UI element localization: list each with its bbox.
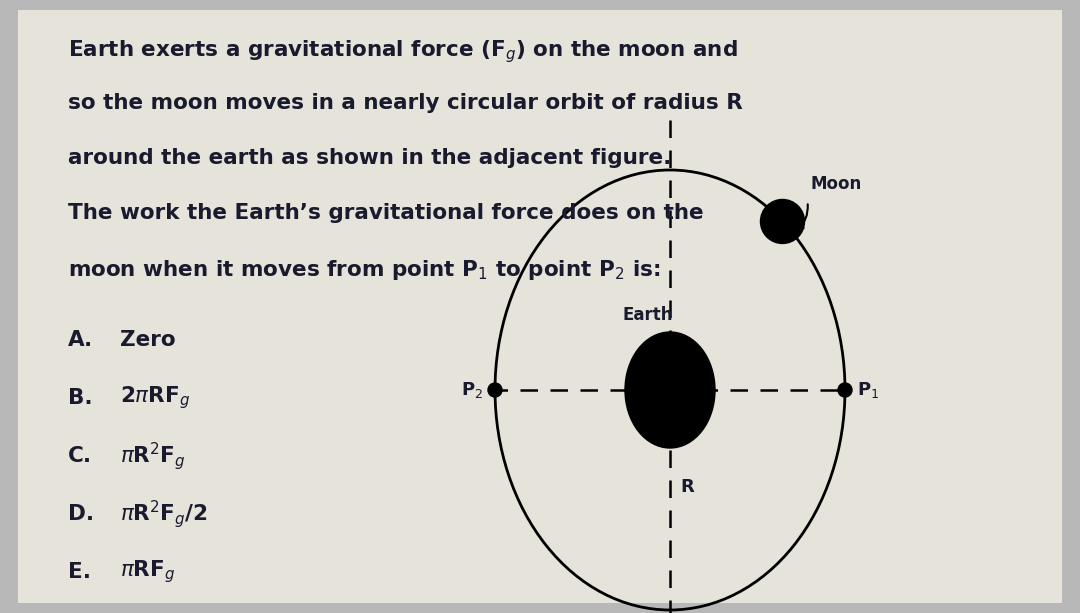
Text: 2$\pi$RF$_g$: 2$\pi$RF$_g$ bbox=[120, 384, 190, 411]
Text: E.: E. bbox=[68, 562, 91, 582]
FancyBboxPatch shape bbox=[18, 10, 1062, 603]
Text: around the earth as shown in the adjacent figure.: around the earth as shown in the adjacen… bbox=[68, 148, 672, 168]
Ellipse shape bbox=[625, 332, 715, 448]
Text: so the moon moves in a nearly circular orbit of radius R: so the moon moves in a nearly circular o… bbox=[68, 93, 743, 113]
Text: Zero: Zero bbox=[120, 330, 176, 350]
Circle shape bbox=[760, 199, 805, 243]
Text: $\pi$RF$_g$: $\pi$RF$_g$ bbox=[120, 558, 175, 585]
Text: $\pi$R$^2$F$_g$/2: $\pi$R$^2$F$_g$/2 bbox=[120, 498, 207, 530]
Text: P$_1$: P$_1$ bbox=[858, 380, 879, 400]
Text: D.: D. bbox=[68, 504, 94, 524]
Text: moon when it moves from point P$_1$ to point P$_2$ is:: moon when it moves from point P$_1$ to p… bbox=[68, 258, 660, 282]
Text: C.: C. bbox=[68, 446, 92, 466]
Text: P$_2$: P$_2$ bbox=[461, 380, 483, 400]
Text: Moon: Moon bbox=[810, 175, 862, 194]
Circle shape bbox=[488, 383, 502, 397]
Text: A.: A. bbox=[68, 330, 93, 350]
Text: Earth: Earth bbox=[622, 306, 673, 324]
Text: R: R bbox=[680, 478, 693, 496]
Text: $\pi$R$^2$F$_g$: $\pi$R$^2$F$_g$ bbox=[120, 440, 186, 472]
Text: The work the Earth’s gravitational force does on the: The work the Earth’s gravitational force… bbox=[68, 203, 704, 223]
Text: Earth exerts a gravitational force (F$_g$) on the moon and: Earth exerts a gravitational force (F$_g… bbox=[68, 38, 738, 65]
Circle shape bbox=[838, 383, 852, 397]
Text: B.: B. bbox=[68, 388, 93, 408]
